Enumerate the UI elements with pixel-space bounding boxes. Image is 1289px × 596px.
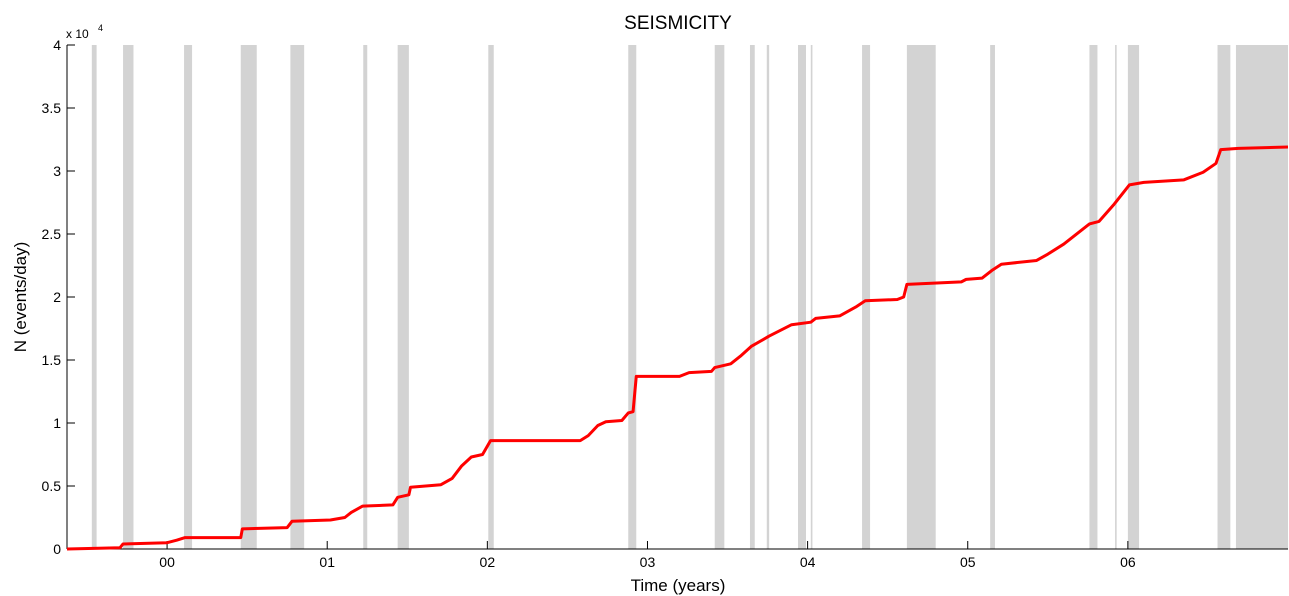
shaded-period bbox=[363, 45, 368, 549]
y-tick-label: 0.5 bbox=[42, 478, 62, 494]
y-tick-label: 3 bbox=[53, 163, 61, 179]
x-tick-label: 05 bbox=[960, 554, 976, 570]
y-multiplier: x 10 bbox=[66, 27, 89, 41]
chart-title: SEISMICITY bbox=[624, 13, 732, 34]
shaded-period bbox=[184, 45, 193, 549]
x-tick-label: 01 bbox=[319, 554, 335, 570]
x-tick-label: 02 bbox=[480, 554, 496, 570]
shaded-period bbox=[990, 45, 995, 549]
plot-area: 0 0.5 1 1.5 2 2.5 3 3.5 4 00 01 02 03 04 05 06 bbox=[42, 37, 1289, 570]
series-line bbox=[66, 145, 1289, 551]
x-tick-label: 00 bbox=[159, 554, 175, 570]
y-tick-label: 0 bbox=[53, 541, 61, 557]
shaded-period bbox=[797, 45, 807, 549]
x-tick-label: 03 bbox=[640, 554, 656, 570]
y-multiplier-exponent: 4 bbox=[98, 23, 103, 33]
y-tick-label: 2.5 bbox=[42, 226, 62, 242]
x-tick-label: 04 bbox=[800, 554, 816, 570]
y-tick-label: 1 bbox=[53, 415, 61, 431]
shaded-period bbox=[91, 45, 97, 549]
x-axis-label: Time (years) bbox=[631, 576, 726, 595]
shaded-period bbox=[1127, 45, 1140, 549]
shaded-period bbox=[749, 45, 755, 549]
shaded-period bbox=[628, 45, 637, 549]
shaded-period bbox=[766, 45, 770, 549]
y-tick-label: 4 bbox=[53, 37, 61, 53]
shaded-period bbox=[810, 45, 813, 549]
y-tick-label: 1.5 bbox=[42, 352, 62, 368]
shaded-period bbox=[290, 45, 305, 549]
shaded-period bbox=[1089, 45, 1098, 549]
y-axis-label: N (events/day) bbox=[11, 242, 30, 353]
shaded-period bbox=[862, 45, 871, 549]
shaded-period bbox=[397, 45, 409, 549]
shaded-period bbox=[714, 45, 725, 549]
shaded-period bbox=[1217, 45, 1231, 549]
shaded-period bbox=[1115, 45, 1117, 549]
shaded-period bbox=[123, 45, 134, 549]
y-tick-label: 2 bbox=[53, 289, 61, 305]
shaded-period bbox=[488, 45, 494, 549]
x-tick-label: 06 bbox=[1120, 554, 1136, 570]
shaded-period bbox=[240, 45, 257, 549]
shaded-period bbox=[1235, 45, 1288, 549]
shaded-period bbox=[906, 45, 936, 549]
y-tick-label: 3.5 bbox=[42, 100, 62, 116]
